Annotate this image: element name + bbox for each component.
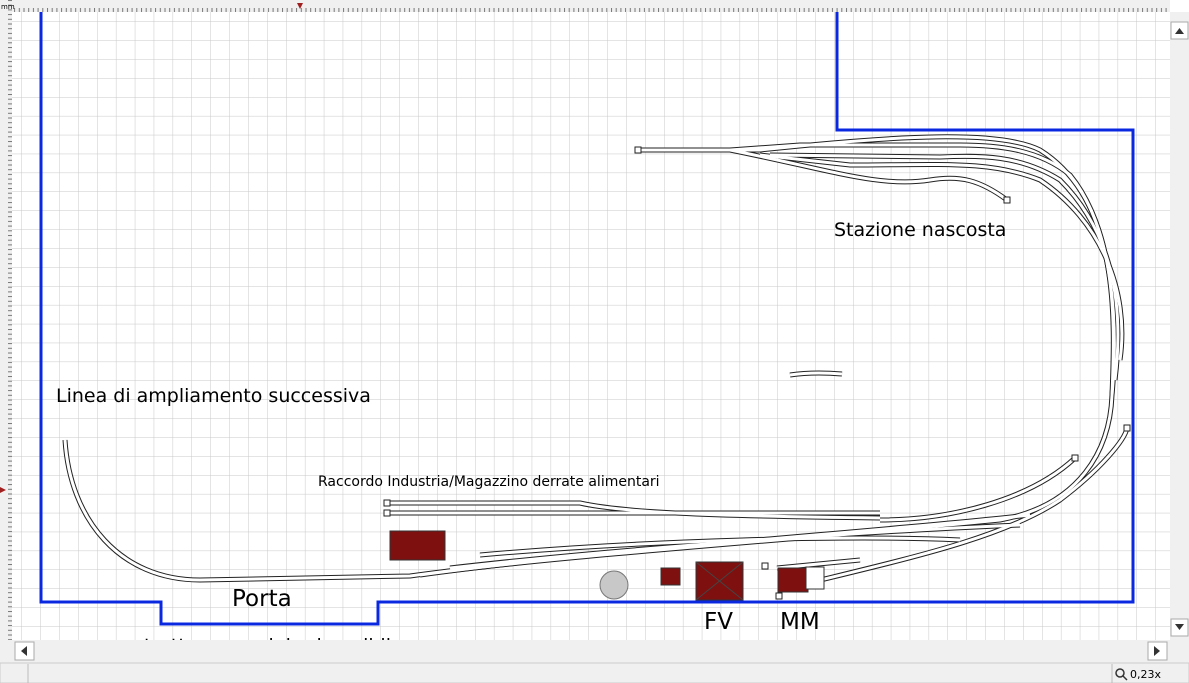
- room-outline: [39, 12, 1135, 626]
- fv-label: FV: [704, 609, 733, 635]
- vertical-scrollbar[interactable]: [1170, 12, 1189, 640]
- siding-label: Raccordo Industria/Magazzino derrate ali…: [318, 474, 660, 490]
- expansion-label: Linea di ampliamento successiva: [56, 385, 371, 407]
- zoom-level: 0,23x: [1130, 668, 1161, 681]
- door-label: Porta: [232, 586, 292, 612]
- status-bar: [0, 662, 1189, 683]
- mm-label: MM: [780, 609, 820, 635]
- ruler-unit: mm: [1, 3, 15, 11]
- tracks: [62, 134, 1131, 600]
- buildings: [389, 530, 825, 601]
- grid: [12, 12, 1170, 640]
- hidden-station-label: Stazione nascosta: [834, 219, 1006, 241]
- horizontal-scrollbar[interactable]: [0, 640, 1189, 663]
